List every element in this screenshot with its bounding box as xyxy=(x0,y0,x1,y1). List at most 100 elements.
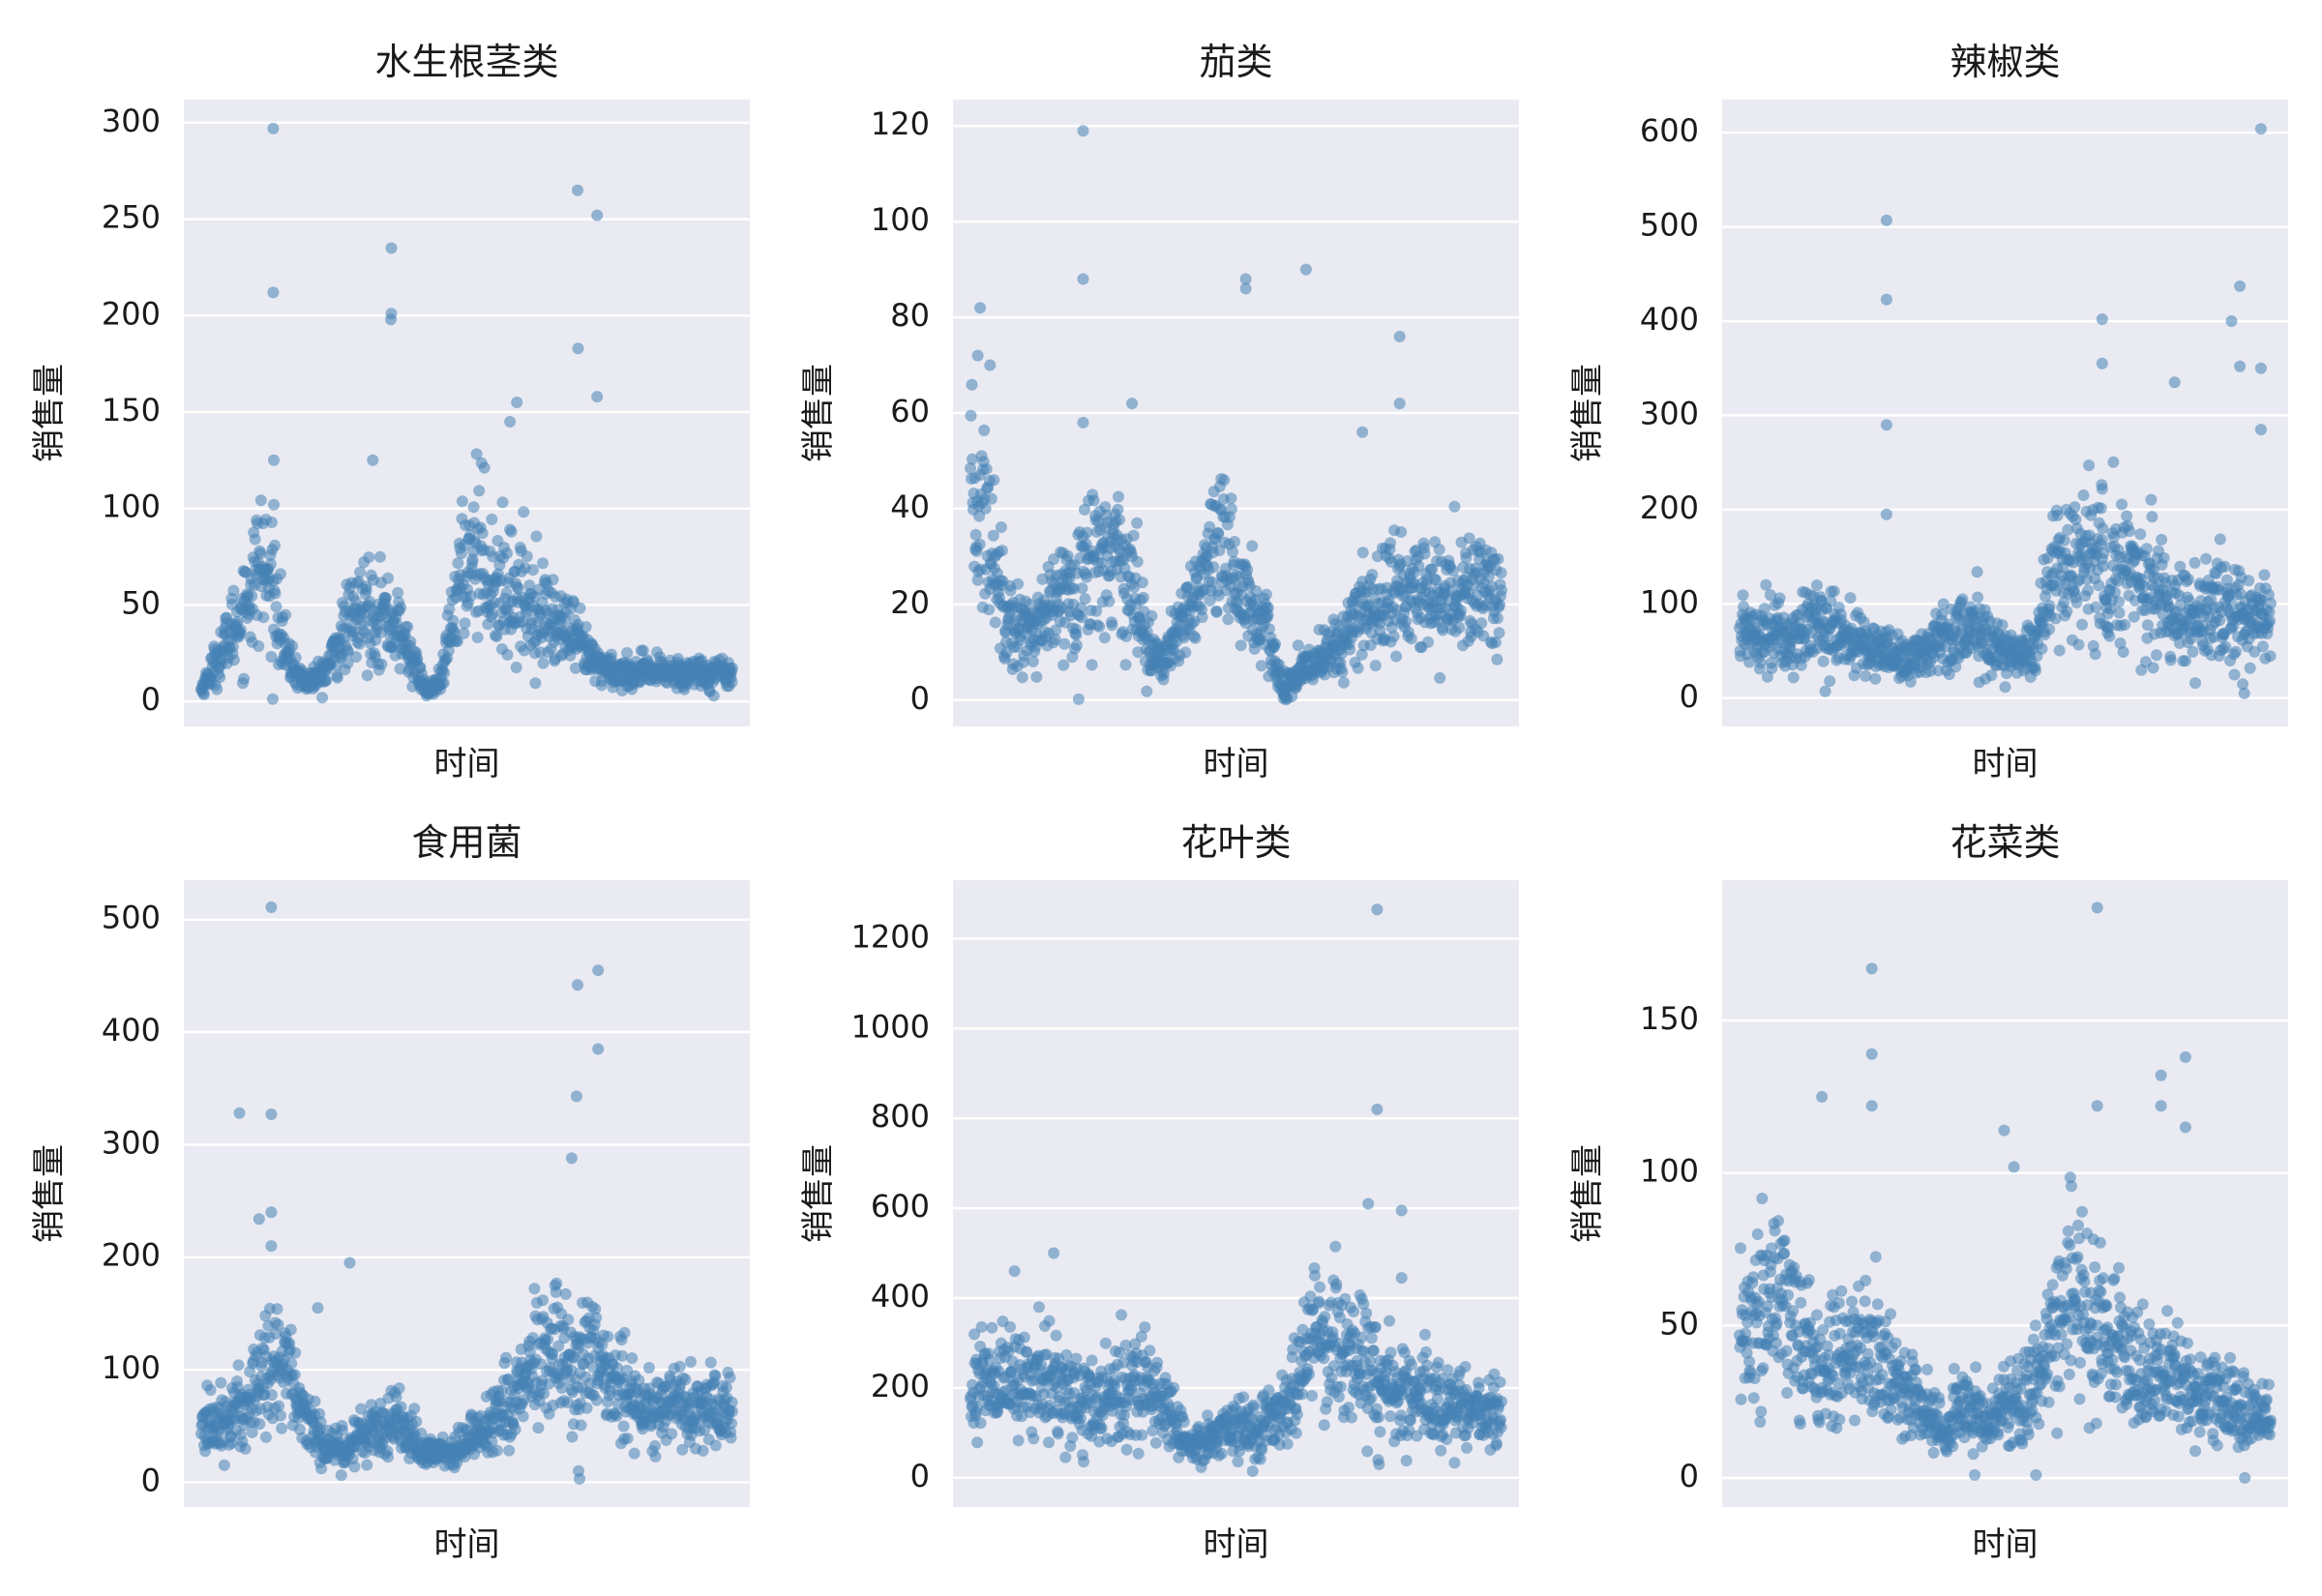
data-point xyxy=(1811,579,1823,592)
data-point xyxy=(353,637,366,650)
data-point xyxy=(530,530,543,543)
data-point xyxy=(264,558,277,571)
data-point xyxy=(617,1420,630,1433)
data-point xyxy=(2200,552,2213,565)
data-point xyxy=(569,662,581,674)
data-point xyxy=(1390,650,1403,663)
data-point xyxy=(537,1294,549,1307)
data-point xyxy=(1292,639,1304,652)
data-point xyxy=(2053,644,2066,657)
y-tick-label: 200 xyxy=(102,1237,161,1274)
y-axis-label: 销售量 xyxy=(799,364,838,462)
data-point xyxy=(447,614,460,627)
y-tick-label: 500 xyxy=(1640,207,1699,244)
data-point xyxy=(1103,595,1116,607)
data-point xyxy=(1149,1436,1162,1449)
data-point xyxy=(570,1090,582,1103)
data-point xyxy=(996,545,1008,557)
data-point xyxy=(986,1321,998,1334)
data-point xyxy=(1120,1443,1133,1456)
data-point xyxy=(2069,501,2081,514)
data-point xyxy=(1210,606,1223,618)
data-point xyxy=(973,510,986,522)
data-point xyxy=(1132,1447,1145,1460)
data-point xyxy=(989,616,1001,629)
data-point xyxy=(1012,577,1025,590)
data-point xyxy=(704,1356,717,1369)
data-point xyxy=(254,494,267,507)
data-point xyxy=(509,1423,521,1435)
data-point xyxy=(1151,1356,1163,1369)
data-point xyxy=(1081,526,1093,539)
y-tick-label: 600 xyxy=(871,1188,930,1225)
data-point xyxy=(521,550,533,563)
data-point xyxy=(1299,263,1312,276)
data-point xyxy=(566,1431,579,1443)
data-point xyxy=(1395,526,1408,538)
data-point xyxy=(214,671,226,684)
data-point xyxy=(616,1349,628,1362)
data-point xyxy=(1131,555,1144,568)
data-point xyxy=(1196,611,1208,623)
data-point xyxy=(985,492,997,505)
data-point xyxy=(971,574,984,586)
data-point xyxy=(2188,556,2201,569)
data-point xyxy=(1241,564,1254,576)
data-point xyxy=(253,1213,265,1226)
data-point xyxy=(1400,615,1413,628)
data-point xyxy=(1093,620,1106,633)
data-point xyxy=(2179,655,2191,667)
data-point xyxy=(239,1442,252,1455)
chart-title: 水生根茎类 xyxy=(374,41,558,83)
data-point xyxy=(395,1401,407,1413)
data-point xyxy=(2134,528,2147,541)
y-tick-label: 300 xyxy=(1640,395,1699,431)
data-point xyxy=(473,485,486,497)
data-point xyxy=(458,627,470,639)
data-point xyxy=(249,533,261,546)
data-point xyxy=(626,1352,639,1365)
data-point xyxy=(551,1277,563,1289)
data-point xyxy=(309,1395,321,1407)
data-point xyxy=(565,1152,578,1165)
data-point xyxy=(257,611,270,624)
data-point xyxy=(285,1357,298,1370)
data-point xyxy=(2146,511,2158,523)
data-point xyxy=(526,564,539,576)
data-point xyxy=(265,1108,278,1120)
data-point xyxy=(1072,693,1085,705)
y-axis-label: 销售量 xyxy=(799,1144,838,1243)
y-tick-label: 80 xyxy=(890,297,930,334)
data-point xyxy=(592,964,605,977)
data-point xyxy=(971,349,984,362)
data-point xyxy=(580,621,592,634)
data-point xyxy=(637,644,649,657)
data-point xyxy=(375,658,388,670)
data-point xyxy=(254,547,267,560)
data-point xyxy=(275,1409,286,1422)
data-point xyxy=(363,551,375,564)
data-point xyxy=(1773,592,1786,605)
data-point xyxy=(1095,1422,1108,1434)
data-point xyxy=(1070,629,1083,641)
data-point xyxy=(500,1351,512,1364)
data-point xyxy=(1229,536,1240,547)
data-point xyxy=(510,662,522,673)
data-point xyxy=(2254,424,2267,436)
scatter-points xyxy=(195,122,738,705)
data-point xyxy=(496,496,509,509)
data-point xyxy=(2043,600,2056,612)
data-point xyxy=(2230,645,2242,658)
data-point xyxy=(1260,588,1272,601)
data-point xyxy=(2096,483,2108,495)
data-point xyxy=(478,461,491,474)
data-point xyxy=(379,592,392,605)
x-axis-label: 时间 xyxy=(1973,745,2039,783)
data-point xyxy=(1352,662,1364,674)
data-point xyxy=(649,1439,661,1452)
data-point xyxy=(408,1403,421,1415)
data-point xyxy=(1491,612,1503,625)
